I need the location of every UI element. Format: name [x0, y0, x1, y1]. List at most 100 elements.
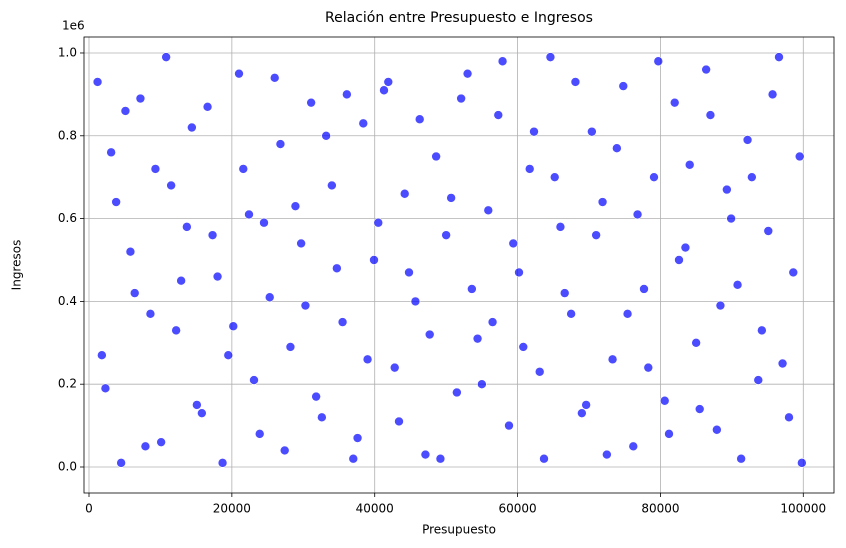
- scatter-point: [529, 126, 539, 137]
- scatter-point: [462, 68, 473, 79]
- scatter-point: [664, 429, 674, 439]
- scatter-point: [192, 400, 202, 410]
- scatter-point: [534, 366, 545, 377]
- scatter-point: [404, 267, 414, 278]
- scatter-point: [290, 201, 301, 211]
- scatter-point: [140, 441, 151, 452]
- scatter-point: [705, 110, 716, 120]
- scatter-point: [394, 416, 404, 427]
- scatter-point: [472, 333, 483, 344]
- scatter-point: [161, 52, 171, 62]
- x-axis-label: Presupuesto: [422, 523, 496, 537]
- scatter-point: [618, 81, 629, 91]
- scatter-point: [156, 437, 166, 447]
- scatter-point: [317, 412, 327, 423]
- scatter-point: [106, 147, 116, 158]
- scatter-point: [742, 135, 753, 145]
- scatter-point: [279, 445, 290, 456]
- scatter-point: [116, 458, 126, 468]
- scatter-point: [674, 255, 684, 265]
- scatter-point: [524, 164, 535, 174]
- scatter-point: [176, 275, 186, 286]
- scatter-point: [431, 151, 441, 162]
- scatter-point: [182, 222, 192, 232]
- scatter-point: [777, 358, 788, 369]
- scatter-point: [399, 188, 410, 199]
- scatter-point: [591, 230, 601, 240]
- scatter-point: [597, 197, 608, 207]
- scatter-point: [753, 375, 764, 385]
- y-tick-label: 0.0: [58, 459, 77, 473]
- scatter-point: [649, 172, 659, 182]
- scatter-point: [446, 193, 456, 203]
- scatter-point: [373, 217, 384, 228]
- x-tick-label: 0: [85, 502, 93, 516]
- scatter-point: [757, 325, 767, 336]
- scatter-point: [487, 317, 498, 327]
- scatter-point: [539, 453, 549, 464]
- scatter-point: [694, 404, 705, 414]
- scatter-point: [794, 151, 805, 162]
- x-tick-label: 80000: [641, 502, 679, 516]
- scatter-point: [732, 280, 743, 290]
- scatter-point: [300, 300, 311, 311]
- y-axis-label: Ingresos: [10, 240, 24, 291]
- scatter-point: [691, 337, 701, 348]
- scatter-point: [659, 395, 670, 406]
- scatter-point: [570, 77, 581, 87]
- scatter-point: [680, 242, 691, 253]
- scatter-point: [296, 238, 306, 249]
- scatter-point: [747, 172, 757, 182]
- y-tick-label: 0.2: [58, 377, 77, 391]
- scatter-point: [545, 52, 556, 62]
- scatter-point: [362, 354, 373, 365]
- scatter-point: [643, 362, 654, 373]
- scatter-point: [497, 56, 508, 67]
- scatter-point: [612, 143, 622, 154]
- scatter-point: [306, 97, 316, 108]
- scatter-point: [763, 226, 774, 236]
- scatter-point: [684, 159, 695, 170]
- x-tick-label: 20000: [213, 502, 251, 516]
- scatter-point: [632, 209, 643, 220]
- scatter-point: [150, 164, 161, 174]
- y-tick-label: 1.0: [58, 45, 77, 59]
- scatter-point: [653, 56, 664, 67]
- scatter-point: [275, 139, 286, 149]
- scatter-point: [379, 85, 389, 96]
- scatter-point: [254, 429, 265, 439]
- scatter-point: [722, 184, 732, 195]
- scatter-point: [514, 267, 524, 278]
- scatter-point: [100, 383, 111, 394]
- scatter-point: [788, 267, 799, 278]
- scatter-point: [420, 449, 431, 460]
- scatter-point: [234, 68, 244, 79]
- scatter-point: [639, 284, 649, 294]
- scatter-point: [212, 271, 223, 282]
- scatter-point: [628, 441, 639, 452]
- scatter-point: [269, 73, 280, 83]
- scatter-point: [581, 400, 591, 410]
- scatter-point: [358, 118, 369, 129]
- scatter-point: [712, 424, 722, 435]
- scatter-point: [607, 354, 618, 365]
- scatter-point: [332, 263, 342, 274]
- scatter-point: [441, 230, 451, 240]
- scatter-point: [352, 433, 363, 443]
- scatter-point: [135, 93, 146, 104]
- x-tick-label: 60000: [498, 502, 536, 516]
- scatter-point: [452, 387, 462, 398]
- scatter-point: [187, 122, 197, 133]
- scatter-point: [566, 309, 576, 319]
- scatter-point: [228, 321, 239, 332]
- scatter-point: [285, 342, 296, 352]
- scatter-point: [424, 329, 435, 340]
- scatter-point: [559, 288, 570, 298]
- scatter-point: [129, 288, 140, 298]
- scatter-point: [622, 309, 633, 319]
- scatter-point: [197, 408, 207, 418]
- scatter-point: [410, 296, 421, 307]
- scatter-point: [92, 77, 103, 87]
- scatter-point: [555, 222, 566, 232]
- scatter-point: [456, 93, 466, 104]
